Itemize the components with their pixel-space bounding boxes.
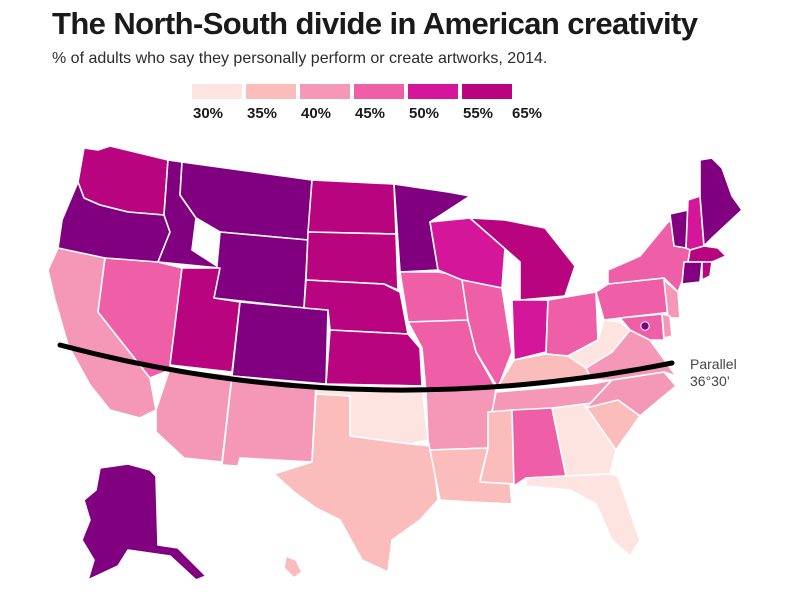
legend-swatch-35 <box>246 84 296 99</box>
parallel-label-line2: 36°30’ <box>690 373 730 389</box>
legend-label-65: 65% <box>512 105 543 122</box>
state-RI <box>701 261 713 281</box>
parallel-label: Parallel 36°30’ <box>690 356 737 390</box>
legend-swatch-55 <box>462 84 512 99</box>
parallel-36-30-line <box>57 342 675 393</box>
state-ND <box>307 179 397 235</box>
state-GA <box>551 403 617 477</box>
state-AR <box>425 387 497 451</box>
parallel-label-line1: Parallel <box>690 356 737 372</box>
state-MA <box>687 245 727 263</box>
state-IA <box>399 271 469 323</box>
state-MS <box>479 409 515 485</box>
state-KS <box>325 329 423 387</box>
legend-label-30: 30% <box>193 105 224 122</box>
legend-label-35: 35% <box>247 105 278 122</box>
state-DE <box>661 313 673 339</box>
legend-swatch-30 <box>192 84 242 99</box>
legend-label-50: 50% <box>409 105 440 122</box>
state-MT <box>179 161 313 241</box>
state-HI <box>283 555 303 579</box>
legend-swatch-40 <box>300 84 350 99</box>
state-NJ <box>663 279 681 319</box>
state-CT <box>681 261 703 285</box>
state-FL <box>525 473 641 557</box>
state-WY <box>213 231 309 309</box>
state-TX <box>273 393 439 573</box>
state-AZ <box>155 367 233 463</box>
state-IN <box>511 299 549 361</box>
legend-label-40: 40% <box>301 105 332 122</box>
color-legend: 30% 35% 40% 45% 50% 55% 65% <box>192 84 552 124</box>
state-CO <box>231 301 329 385</box>
legend-swatch-50 <box>408 84 458 99</box>
map-subtitle: % of adults who say they personally perf… <box>52 50 548 67</box>
map-title: The North-South divide in American creat… <box>52 6 698 41</box>
state-MI <box>469 217 576 301</box>
state-WV <box>567 319 631 369</box>
legend-label-55: 55% <box>463 105 494 122</box>
legend-label-45: 45% <box>355 105 386 122</box>
state-NM <box>221 375 317 467</box>
legend-swatch-45 <box>354 84 404 99</box>
state-ME <box>699 157 743 247</box>
state-AK <box>81 463 207 581</box>
state-DC <box>640 321 650 331</box>
